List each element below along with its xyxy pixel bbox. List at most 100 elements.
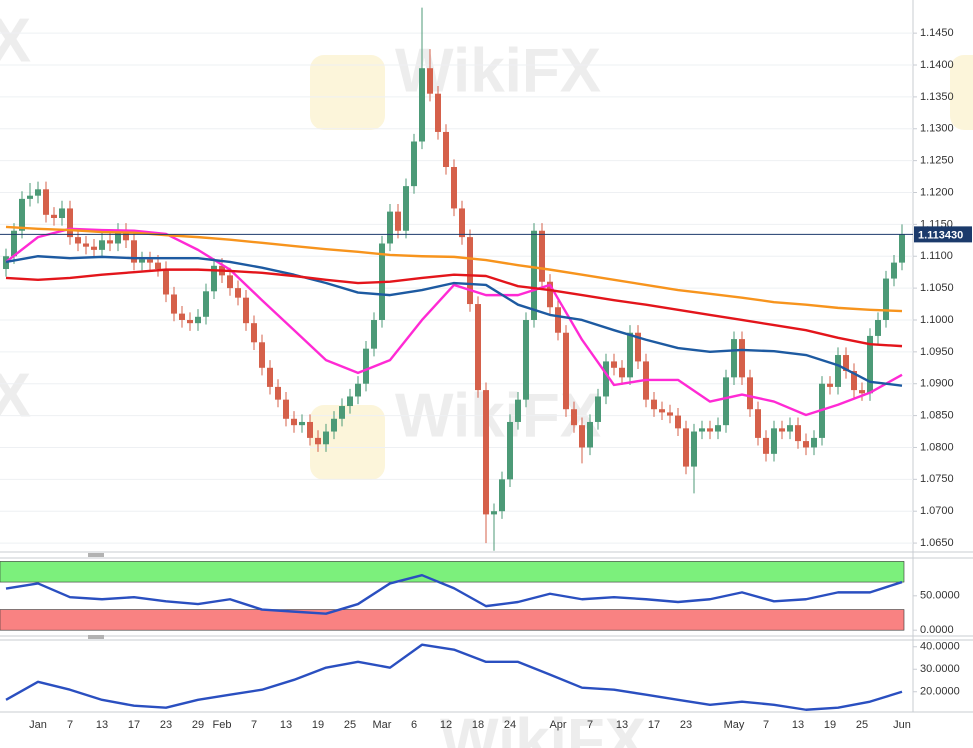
candle-body — [387, 211, 393, 244]
candle-body — [251, 323, 257, 343]
watermark-logo — [310, 405, 385, 480]
indicator-line — [5, 643, 903, 711]
candle-body — [235, 288, 241, 298]
x-tick-label: 29 — [192, 719, 204, 731]
moving-average-line — [5, 255, 903, 387]
x-tick-label: Apr — [549, 719, 566, 731]
y-tick-label: 1.0950 — [920, 346, 954, 358]
candle-body — [91, 246, 97, 250]
x-tick-label: 17 — [128, 719, 140, 731]
y-tick-label: 1.0800 — [920, 441, 954, 453]
y-tick-label: 20.0000 — [920, 686, 960, 698]
watermark: WikiFX — [440, 706, 646, 748]
candle-body — [443, 131, 449, 168]
x-tick-label: 13 — [96, 719, 108, 731]
candle-body — [139, 259, 145, 263]
x-tick-label: Jun — [893, 719, 911, 731]
watermark: WikiFX — [0, 6, 31, 75]
candle-body — [83, 243, 89, 247]
resize-handle[interactable] — [88, 635, 104, 639]
x-tick-label: 7 — [67, 719, 73, 731]
x-tick-label: 19 — [824, 719, 836, 731]
candle-body — [747, 377, 753, 410]
x-tick-label: 23 — [160, 719, 172, 731]
candle-body — [187, 319, 193, 324]
candle-body — [763, 437, 769, 454]
candle-body — [667, 412, 673, 416]
candle-body — [195, 316, 201, 324]
candle-body — [3, 256, 9, 269]
candle-body — [59, 208, 65, 218]
candle-body — [507, 421, 513, 480]
candle-body — [99, 240, 105, 250]
candle-body — [435, 93, 441, 132]
candle-body — [427, 68, 433, 94]
x-tick-label: 13 — [616, 719, 628, 731]
candle-body — [827, 383, 833, 387]
candle-body — [563, 332, 569, 410]
candle-body — [323, 431, 329, 445]
candle-body — [475, 304, 481, 391]
x-tick-label: 23 — [680, 719, 692, 731]
candle-body — [795, 425, 801, 442]
candle-body — [163, 268, 169, 295]
watermark-logo — [310, 55, 385, 130]
candle-body — [891, 262, 897, 279]
candle-body — [691, 431, 697, 467]
candle-body — [843, 355, 849, 371]
candle-body — [483, 390, 489, 515]
candle-body — [315, 437, 321, 445]
candle-body — [755, 409, 761, 438]
candle-body — [331, 418, 337, 432]
y-tick-label: 1.1100 — [920, 250, 953, 262]
candle-body — [227, 275, 233, 289]
y-tick-label: 1.1350 — [920, 91, 954, 103]
x-tick-label: May — [724, 719, 745, 731]
x-tick-label: Mar — [373, 719, 392, 731]
y-tick-label: 1.0900 — [920, 378, 954, 390]
candle-body — [515, 399, 521, 422]
last-price-tag — [914, 226, 972, 243]
x-tick-label: 12 — [440, 719, 452, 731]
candle-body — [371, 319, 377, 349]
candle-body — [571, 409, 577, 426]
candle-body — [851, 370, 857, 391]
candle-body — [51, 214, 57, 218]
y-tick-label: 1.1000 — [920, 314, 954, 326]
candle-body — [883, 278, 889, 320]
candle-body — [587, 421, 593, 448]
candle-body — [243, 297, 249, 324]
candle-body — [707, 428, 713, 432]
x-tick-label: 7 — [587, 719, 593, 731]
candle-body — [115, 230, 121, 244]
candle-body — [307, 421, 313, 438]
x-tick-label: 18 — [472, 719, 484, 731]
candle-body — [595, 396, 601, 422]
last-price-label: 1.113430 — [918, 229, 963, 241]
candle-body — [283, 399, 289, 419]
candle-body — [859, 390, 865, 394]
candle-body — [555, 307, 561, 333]
x-tick-label: 13 — [280, 719, 292, 731]
candle-body — [579, 425, 585, 448]
candle-body — [339, 406, 345, 419]
candle-body — [155, 262, 161, 269]
x-tick-label: 7 — [763, 719, 769, 731]
candle-body — [627, 332, 633, 378]
x-tick-label: 13 — [792, 719, 804, 731]
y-tick-label: 40.0000 — [920, 641, 960, 653]
resize-handle[interactable] — [88, 553, 104, 557]
candle-body — [27, 195, 33, 199]
x-tick-label: 17 — [648, 719, 660, 731]
candle-body — [787, 425, 793, 432]
watermark: WikiFX — [395, 36, 601, 105]
candle-body — [107, 240, 113, 244]
x-tick-label: 6 — [411, 719, 417, 731]
candle-body — [419, 68, 425, 142]
y-tick-label: 1.1050 — [920, 282, 954, 294]
candle-body — [411, 141, 417, 187]
candle-body — [547, 281, 553, 308]
candle-body — [803, 441, 809, 448]
x-tick-label: 24 — [504, 719, 516, 731]
candle-body — [723, 377, 729, 426]
